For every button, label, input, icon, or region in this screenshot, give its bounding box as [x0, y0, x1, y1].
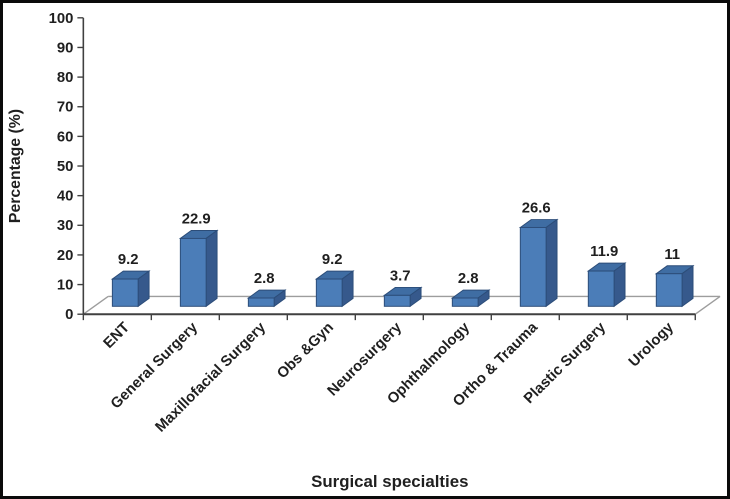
bar [246, 289, 287, 308]
bar-value-label: 2.8 [254, 271, 275, 287]
y-tick-label: 90 [57, 40, 74, 56]
y-tick-label: 10 [57, 278, 74, 294]
bar-side-face [545, 218, 558, 308]
bar-front-face [519, 226, 547, 307]
y-tick-label: 70 [57, 100, 74, 116]
y-tick-label: 0 [65, 307, 73, 323]
bar [382, 286, 423, 308]
bar [314, 270, 355, 308]
bars [110, 218, 695, 308]
bar [110, 270, 151, 308]
bar-value-label: 9.2 [118, 252, 139, 268]
bar-value-label: 26.6 [522, 201, 551, 217]
bar [586, 262, 627, 308]
bar-front-face [247, 297, 275, 307]
y-tick-label: 80 [57, 70, 74, 86]
y-tick-label: 60 [57, 129, 74, 145]
y-tick-label: 50 [57, 159, 74, 175]
bar-value-label: 22.9 [182, 212, 211, 228]
y-tick-label: 30 [57, 218, 74, 234]
x-category-label: Maxillofacial Surgery [153, 319, 270, 436]
bar-value-label: 9.2 [322, 252, 343, 268]
x-axis-title: Surgical specialties [311, 472, 468, 491]
floor-left-edge [82, 295, 109, 315]
y-tick-label: 20 [57, 248, 74, 264]
bar [518, 218, 559, 308]
value-labels: 9.2 22.9 2.8 9.2 3.7 2.8 26.6 11.9 11 [118, 201, 680, 288]
bar-value-label: 11 [664, 247, 680, 263]
x-category-label: ENT [101, 320, 133, 352]
bar-front-face [451, 297, 479, 307]
y-axis: 0 10 20 30 40 50 60 70 80 90 100 [49, 11, 85, 323]
bar-front-face [655, 273, 683, 307]
x-category-label: Urology [626, 319, 678, 370]
bar-front-face [111, 278, 139, 307]
y-tick-label: 40 [57, 189, 74, 205]
y-axis-title: Percentage (%) [7, 109, 24, 223]
bar [178, 229, 219, 308]
bar [450, 289, 491, 308]
bar [654, 264, 695, 308]
bar-value-label: 2.8 [458, 271, 479, 287]
bar-side-face [205, 229, 218, 308]
bar-chart-svg: 9.2 22.9 2.8 9.2 3.7 2.8 26.6 11.9 11 0 10 20 30 40 5… [7, 11, 721, 491]
bar-value-label: 11.9 [590, 244, 618, 260]
bar-side-face [613, 262, 626, 308]
bar-value-label: 3.7 [390, 269, 411, 285]
bar-front-face [587, 270, 615, 307]
x-category-label: Obs &Gyn [274, 320, 337, 382]
bar-front-face [315, 278, 343, 307]
bar-front-face [179, 237, 207, 307]
floor-right-edge [694, 295, 721, 315]
y-tick-label: 100 [49, 11, 74, 27]
bar-front-face [383, 294, 411, 307]
